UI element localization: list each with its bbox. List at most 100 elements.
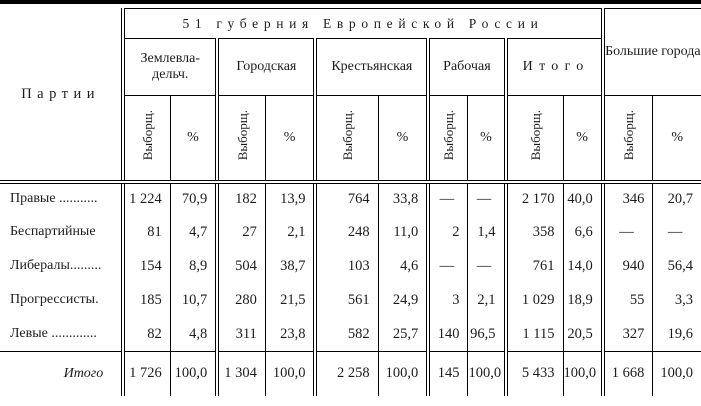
- subheader-percent: %: [467, 95, 506, 184]
- row-label: Либералы.........: [10, 258, 102, 274]
- data-cell: 20,7: [652, 181, 701, 216]
- total-cell: 1 668: [600, 351, 653, 396]
- electors-label: Выборщ.: [527, 110, 543, 161]
- data-cell: 40,0: [562, 181, 603, 216]
- table-row-pravye: Правые ........... 1 224 70,9 182 13,9 7…: [0, 181, 701, 216]
- data-cell: 23,8: [264, 317, 316, 352]
- total-cell: 1 726: [121, 351, 171, 396]
- data-cell: 11,0: [377, 215, 429, 250]
- data-cell: 761: [503, 249, 563, 284]
- data-cell: 1 115: [503, 317, 563, 352]
- group-header-urban: Городская: [215, 38, 316, 96]
- subheader-electors: Выборщ.: [313, 95, 379, 184]
- total-cell: 100,0: [467, 351, 506, 396]
- data-cell: 764: [313, 181, 379, 216]
- data-cell: 154: [121, 249, 171, 284]
- table-row-progressisty: Прогрессисты. 185 10,7 280 21,5 561 24,9…: [0, 283, 701, 318]
- header-row-region: Партии 51 губерния Европейской России Бо…: [0, 8, 701, 184]
- row-label: Беспартийные: [10, 224, 96, 240]
- electors-label: Выборщ.: [140, 110, 156, 161]
- table-row-bespartiynye: Беспартийные 81 4,7 27 2,1 248 11,0 2 1,…: [0, 215, 701, 250]
- total-cell: 100,0: [377, 351, 429, 396]
- table-row-levye: Левые ............. 82 4,8 311 23,8 582 …: [0, 317, 701, 352]
- data-cell: 6,6: [562, 215, 603, 250]
- data-cell: 3,3: [652, 283, 701, 318]
- total-cell: 100,0: [264, 351, 316, 396]
- subheader-percent: %: [264, 95, 316, 184]
- percent-label: %: [480, 129, 492, 145]
- percent-label: %: [671, 129, 684, 145]
- data-cell: 4,6: [377, 249, 429, 284]
- data-cell: 3: [426, 283, 468, 318]
- data-cell: 2 170: [503, 181, 563, 216]
- data-cell: 940: [600, 249, 653, 284]
- data-cell: —: [467, 249, 506, 284]
- data-cell: 70,9: [169, 181, 218, 216]
- header-row-groups: Землевла-дельч. Городская Крестьянская Р…: [0, 38, 701, 96]
- data-cell: 19,6: [652, 317, 701, 352]
- data-cell: 358: [503, 215, 563, 250]
- row-label: Правые ...........: [10, 191, 98, 207]
- total-cell: 100,0: [562, 351, 603, 396]
- electors-label: Выборщ.: [234, 110, 250, 161]
- percent-label: %: [396, 129, 409, 145]
- data-cell: 311: [215, 317, 266, 352]
- data-cell: 4,8: [169, 317, 218, 352]
- data-cell: 27: [215, 215, 266, 250]
- subheader-percent: %: [652, 95, 701, 184]
- header-row-subheaders: Выборщ. % Выборщ. % Выборщ. % Выборщ. % …: [0, 95, 701, 184]
- data-cell: 103: [313, 249, 379, 284]
- electors-label: Выборщ.: [340, 110, 356, 161]
- data-cell: 38,7: [264, 249, 316, 284]
- total-cell: 145: [426, 351, 468, 396]
- total-cell: 1 304: [215, 351, 266, 396]
- data-cell: 25,7: [377, 317, 429, 352]
- table-row-total: Итого 1 726 100,0 1 304 100,0 2 258 100,…: [0, 351, 701, 396]
- group-header-total: Итого: [503, 38, 603, 96]
- data-cell: 13,9: [264, 181, 316, 216]
- total-row-label: Итого: [0, 351, 124, 396]
- data-cell: 14,0: [562, 249, 603, 284]
- page-top-rule: [0, 0, 701, 4]
- data-cell: 96,5: [467, 317, 506, 352]
- total-cell: 100,0: [652, 351, 701, 396]
- total-cell: 5 433: [503, 351, 563, 396]
- subheader-percent: %: [562, 95, 603, 184]
- data-cell: 81: [121, 215, 171, 250]
- table-body: Правые ........... 1 224 70,9 182 13,9 7…: [0, 181, 701, 396]
- data-cell: 20,5: [562, 317, 603, 352]
- data-cell: 1 224: [121, 181, 171, 216]
- group-header-landowners: Землевла-дельч.: [121, 38, 218, 96]
- data-cell: —: [426, 181, 468, 216]
- col-header-big-cities: Большие города: [600, 8, 701, 96]
- data-cell: 1 029: [503, 283, 563, 318]
- row-label: Прогрессисты.: [10, 292, 99, 308]
- data-cell: 4,7: [169, 215, 218, 250]
- data-cell: 33,8: [377, 181, 429, 216]
- data-cell: 82: [121, 317, 171, 352]
- data-cell: 56,4: [652, 249, 701, 284]
- subheader-electors: Выборщ.: [600, 95, 653, 184]
- data-cell: 140: [426, 317, 468, 352]
- subheader-electors: Выборщ.: [426, 95, 468, 184]
- group-header-workers: Рабочая: [426, 38, 506, 96]
- data-cell: —: [600, 215, 653, 250]
- data-cell: 8,9: [169, 249, 218, 284]
- election-statistics-table: Партии 51 губерния Европейской России Бо…: [0, 8, 701, 396]
- data-cell: 346: [600, 181, 653, 216]
- percent-label: %: [283, 129, 296, 145]
- data-cell: 18,9: [562, 283, 603, 318]
- data-cell: 504: [215, 249, 266, 284]
- data-cell: 10,7: [169, 283, 218, 318]
- total-cell: 100,0: [169, 351, 218, 396]
- table-header: Партии 51 губерния Европейской России Бо…: [0, 8, 701, 184]
- data-cell: 182: [215, 181, 266, 216]
- data-cell: 327: [600, 317, 653, 352]
- total-cell: 2 258: [313, 351, 379, 396]
- subheader-percent: %: [169, 95, 218, 184]
- percent-label: %: [576, 129, 588, 145]
- data-cell: 582: [313, 317, 379, 352]
- data-cell: 248: [313, 215, 379, 250]
- electors-label: Выборщ.: [441, 110, 457, 161]
- data-cell: —: [426, 249, 468, 284]
